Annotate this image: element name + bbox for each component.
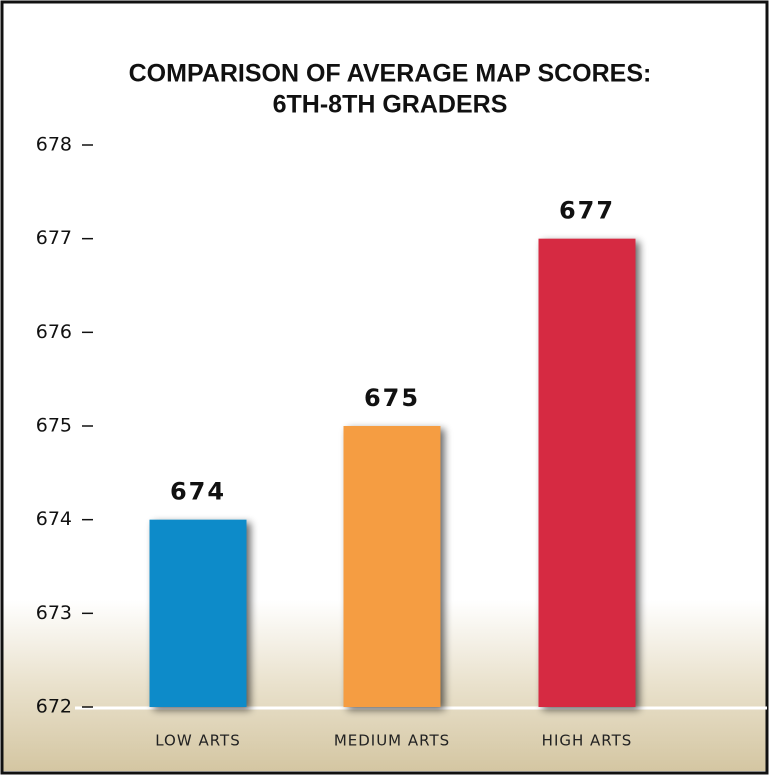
y-tick-label: 675	[36, 415, 72, 437]
x-tick-label: HIGH ARTS	[542, 732, 633, 750]
chart-title: 6TH-8TH GRADERS	[273, 91, 508, 119]
bar	[538, 238, 636, 707]
y-tick-label: 676	[36, 321, 72, 343]
value-label: 675	[364, 384, 420, 412]
value-label: 674	[170, 478, 226, 506]
x-tick-label: MEDIUM ARTS	[334, 732, 450, 750]
x-tick-label: LOW ARTS	[155, 732, 241, 750]
chart-title: COMPARISON OF AVERAGE MAP SCORES:	[129, 60, 652, 88]
y-tick-label: 673	[36, 602, 72, 624]
y-tick-label: 672	[36, 696, 72, 718]
y-tick-label: 677	[36, 227, 72, 249]
y-tick-label: 678	[36, 134, 72, 156]
y-tick-label: 674	[36, 508, 72, 530]
value-label: 677	[559, 197, 615, 225]
bar	[149, 519, 247, 707]
bar	[343, 426, 441, 707]
